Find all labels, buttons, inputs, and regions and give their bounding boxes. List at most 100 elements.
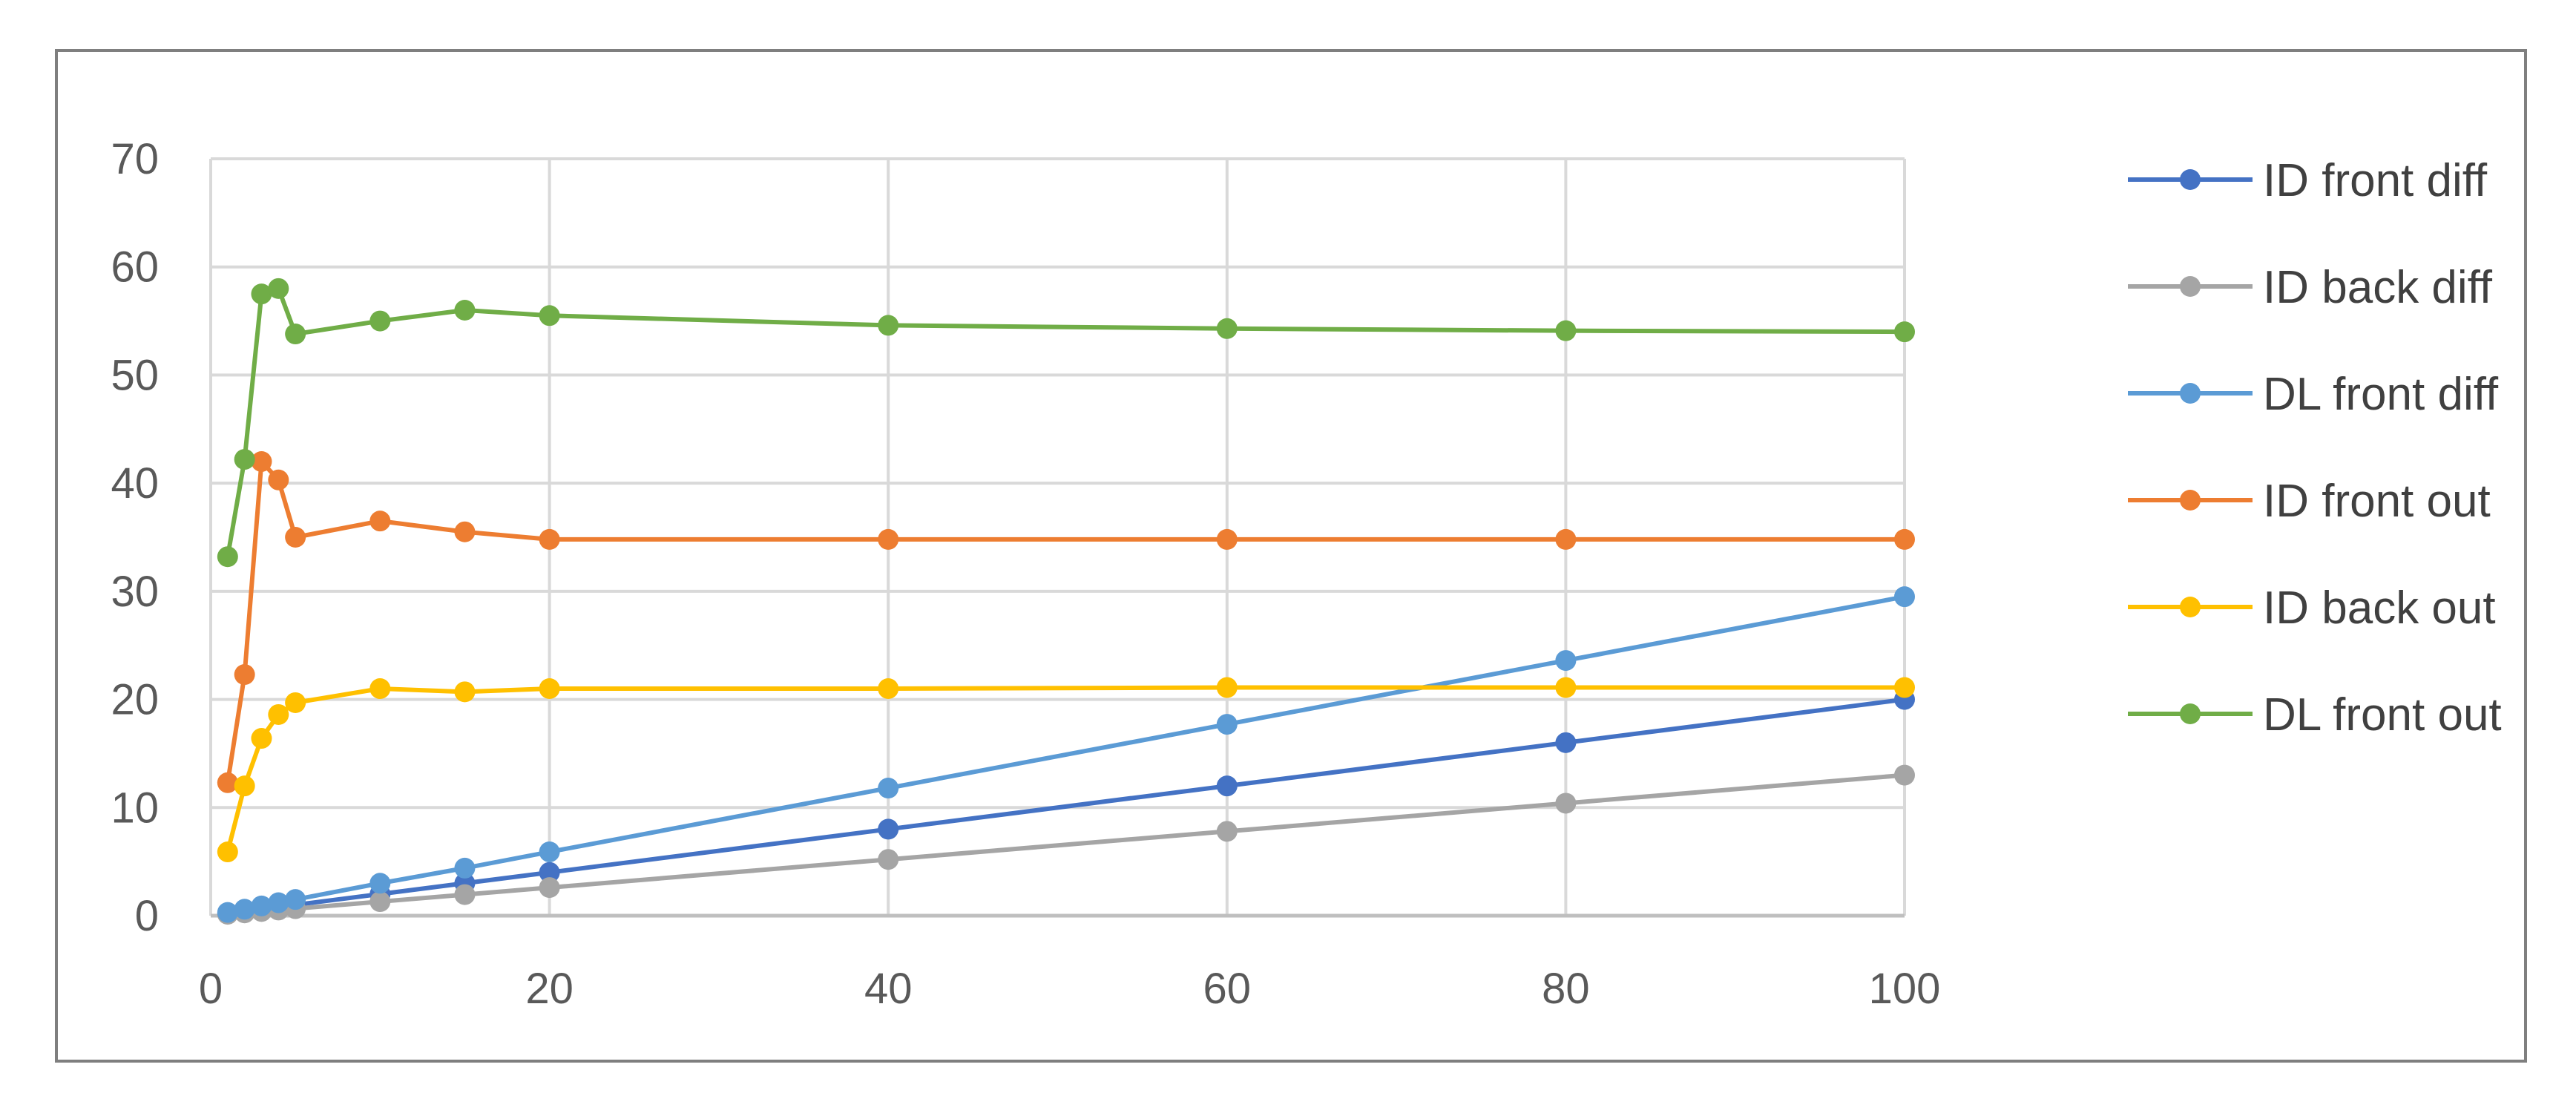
- data-point: [454, 884, 476, 905]
- x-tick-label: 40: [864, 965, 913, 1013]
- data-point: [217, 902, 238, 923]
- x-tick-label: 60: [1203, 965, 1252, 1013]
- data-point: [1216, 318, 1238, 339]
- legend: ID front diff ID back diff DL front diff ID…: [2128, 155, 2502, 741]
- series-line: [225, 459, 1905, 784]
- data-point: [1894, 528, 1915, 550]
- data-point: [1894, 764, 1915, 786]
- data-point: [285, 527, 306, 548]
- data-point: [539, 528, 560, 550]
- legend-label: ID front out: [2263, 476, 2491, 527]
- legend-marker: [2180, 169, 2201, 190]
- data-point: [217, 546, 238, 568]
- data-point: [234, 664, 255, 686]
- data-point: [539, 862, 560, 883]
- data-point: [878, 528, 899, 550]
- data-point: [1216, 714, 1238, 735]
- legend-marker: [2180, 597, 2201, 617]
- data-point: [217, 772, 238, 793]
- series-dl-front-diff: [217, 586, 1915, 923]
- data-point: [454, 300, 476, 321]
- legend-label: ID front diff: [2263, 155, 2488, 206]
- data-point: [1555, 320, 1577, 341]
- data-point: [268, 703, 289, 725]
- legend-marker: [2180, 703, 2201, 724]
- data-point: [539, 841, 560, 863]
- legend-label: ID back diff: [2263, 262, 2493, 313]
- data-point: [369, 891, 391, 913]
- legend-marker: [2180, 490, 2201, 511]
- axis-tick-labels: 0 10 20 30 40 50 60 70 0 20 40 60 80 100: [111, 135, 1940, 1013]
- data-point: [1216, 677, 1238, 698]
- data-point: [1894, 586, 1915, 608]
- series-line: [225, 685, 1905, 853]
- data-point: [285, 324, 306, 345]
- legend-label: ID back out: [2263, 583, 2496, 634]
- data-point: [369, 873, 391, 894]
- chart-frame: 0 10 20 30 40 50 60 70 0 20 40 60 80 100 ID front dif…: [55, 49, 2527, 1063]
- series-id-front-out: [217, 451, 1915, 793]
- data-point: [234, 775, 255, 797]
- data-point: [369, 678, 391, 699]
- data-point: [539, 678, 560, 699]
- data-point: [878, 678, 899, 699]
- data-point: [268, 892, 289, 913]
- data-point: [454, 521, 476, 542]
- data-point: [251, 283, 272, 305]
- y-tick-label: 10: [111, 784, 159, 832]
- x-tick-label: 80: [1542, 965, 1590, 1013]
- y-tick-label: 0: [135, 892, 159, 940]
- series-line: [225, 286, 1905, 557]
- legend-entry: ID front out: [2128, 476, 2491, 527]
- data-point: [285, 692, 306, 713]
- series-line: [227, 594, 1905, 915]
- y-tick-label: 70: [111, 135, 159, 183]
- data-point: [234, 899, 255, 920]
- y-tick-label: 30: [111, 568, 159, 616]
- data-point: [454, 681, 476, 703]
- series-dl-front-out: [217, 278, 1915, 568]
- x-tick-label: 100: [1869, 965, 1941, 1013]
- series-id-back-out: [217, 677, 1915, 863]
- data-point: [539, 305, 560, 326]
- data-series: [217, 278, 1915, 925]
- legend-label: DL front diff: [2263, 369, 2499, 420]
- data-point: [285, 889, 306, 910]
- legend-marker: [2180, 383, 2201, 404]
- series-line: [227, 772, 1905, 917]
- line-chart: 0 10 20 30 40 50 60 70 0 20 40 60 80 100 ID front dif…: [111, 135, 2502, 1013]
- data-point: [251, 895, 272, 916]
- data-point: [1555, 650, 1577, 672]
- legend-marker: [2180, 276, 2201, 297]
- data-point: [878, 778, 899, 799]
- data-point: [268, 278, 289, 299]
- legend-label: DL front out: [2263, 689, 2502, 741]
- x-tick-label: 20: [525, 965, 574, 1013]
- data-point: [1216, 775, 1238, 797]
- data-point: [1216, 528, 1238, 550]
- data-point: [1555, 732, 1577, 753]
- y-tick-label: 60: [111, 243, 159, 292]
- data-point: [234, 449, 255, 470]
- legend-entry: ID back diff: [2128, 262, 2493, 313]
- series-id-back-diff: [217, 764, 1915, 925]
- legend-entry: DL front diff: [2128, 369, 2499, 420]
- data-point: [251, 728, 272, 749]
- data-point: [454, 857, 476, 879]
- legend-entry: ID front diff: [2128, 155, 2488, 206]
- y-tick-label: 50: [111, 351, 159, 399]
- data-point: [1216, 821, 1238, 842]
- data-point: [369, 310, 391, 332]
- data-point: [1894, 321, 1915, 343]
- y-tick-label: 20: [111, 676, 159, 724]
- data-point: [539, 877, 560, 899]
- data-point: [878, 849, 899, 870]
- data-point: [217, 841, 238, 863]
- data-point: [878, 818, 899, 840]
- legend-entry: ID back out: [2128, 583, 2496, 634]
- data-point: [1555, 677, 1577, 698]
- data-point: [369, 511, 391, 532]
- data-point: [1894, 677, 1915, 698]
- data-point: [1555, 793, 1577, 814]
- data-point: [251, 451, 272, 472]
